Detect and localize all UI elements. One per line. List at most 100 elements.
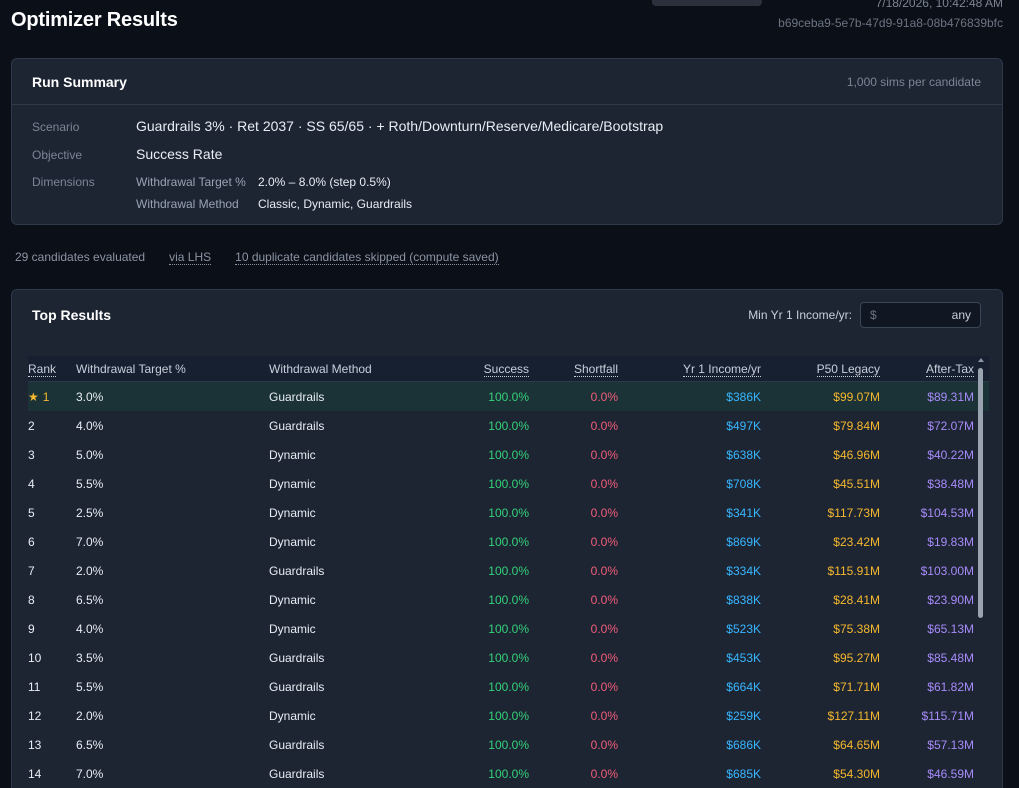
- p50-legacy-cell: $23.42M: [833, 534, 880, 549]
- run-summary-header: Run Summary 1,000 sims per candidate: [12, 59, 1002, 105]
- rank-value: 1: [42, 389, 50, 404]
- success-cell: 100.0%: [488, 737, 529, 752]
- top-results-title: Top Results: [32, 307, 112, 323]
- withdrawal-target-cell: 3.5%: [76, 650, 104, 665]
- yr1-income-cell: $638K: [726, 447, 761, 462]
- withdrawal-method-cell: Dynamic: [269, 505, 316, 520]
- p50-legacy-cell: $79.84M: [833, 418, 880, 433]
- min-income-input-box[interactable]: $: [860, 302, 981, 328]
- success-cell: 100.0%: [488, 766, 529, 781]
- withdrawal-method-cell: Dynamic: [269, 476, 316, 491]
- top-results-card: Top Results Min Yr 1 Income/yr: $ Rank W…: [11, 289, 1003, 788]
- table-row[interactable]: 14 7.0% Guardrails 100.0% 0.0% $685K $54.30M $4…: [28, 759, 989, 788]
- rank-cell: 2: [28, 418, 35, 433]
- shortfall-cell: 0.0%: [590, 389, 618, 404]
- table-row[interactable]: 13 6.5% Guardrails 100.0% 0.0% $686K $64.65M $5…: [28, 730, 989, 759]
- after-tax-cell: $103.00M: [920, 563, 974, 578]
- shortfall-cell: 0.0%: [590, 708, 618, 723]
- table-row[interactable]: 7 2.0% Guardrails 100.0% 0.0% $334K $115.91M $1…: [28, 556, 989, 585]
- after-tax-cell: $104.53M: [920, 505, 974, 520]
- shortfall-cell: 0.0%: [590, 592, 618, 607]
- yr1-income-cell: $664K: [726, 679, 761, 694]
- shortfall-cell: 0.0%: [590, 679, 618, 694]
- withdrawal-target-cell: 3.0%: [76, 389, 104, 404]
- table-row[interactable]: 6 7.0% Dynamic 100.0% 0.0% $869K $23.42M $19.83…: [28, 527, 989, 556]
- after-tax-cell: $65.13M: [927, 621, 974, 636]
- success-cell: 100.0%: [488, 418, 529, 433]
- table-row[interactable]: 3 5.0% Dynamic 100.0% 0.0% $638K $46.96M $40.22…: [28, 440, 989, 469]
- success-cell: 100.0%: [488, 447, 529, 462]
- success-cell: 100.0%: [488, 563, 529, 578]
- column-rank[interactable]: Rank: [28, 361, 57, 377]
- column-success[interactable]: Success: [483, 361, 529, 377]
- column-yr1-income[interactable]: Yr 1 Income/yr: [682, 361, 761, 377]
- withdrawal-method-cell: Guardrails: [269, 766, 325, 781]
- withdrawal-method-cell: Dynamic: [269, 592, 316, 607]
- objective-row: Objective Success Rate: [32, 146, 222, 162]
- duplicates-skipped-link[interactable]: 10 duplicate candidates skipped (compute…: [235, 250, 499, 265]
- withdrawal-method-cell: Guardrails: [269, 679, 325, 694]
- after-tax-cell: $115.71M: [921, 708, 974, 723]
- dimensions-row: Dimensions Withdrawal Target % 2.0% – 8.…: [32, 175, 412, 219]
- rank-cell: 13: [28, 737, 42, 752]
- column-after-tax[interactable]: After-Tax: [925, 361, 974, 377]
- top-action-button[interactable]: [652, 0, 762, 6]
- scenario-label: Scenario: [32, 120, 80, 134]
- success-cell: 100.0%: [488, 534, 529, 549]
- withdrawal-target-cell: 5.5%: [76, 679, 104, 694]
- withdrawal-target-cell: 5.0%: [76, 447, 104, 462]
- column-shortfall[interactable]: Shortfall: [573, 361, 618, 377]
- rank-cell: 6: [28, 534, 35, 549]
- table-scrollbar[interactable]: [978, 356, 984, 626]
- after-tax-cell: $40.22M: [927, 447, 974, 462]
- rank-cell: 8: [28, 592, 35, 607]
- withdrawal-target-cell: 2.5%: [76, 505, 104, 520]
- withdrawal-method-cell: Guardrails: [269, 418, 325, 433]
- p50-legacy-cell: $95.27M: [833, 650, 880, 665]
- withdrawal-method-cell: Dynamic: [269, 447, 316, 462]
- shortfall-cell: 0.0%: [590, 505, 618, 520]
- table-header: Rank Withdrawal Target % Withdrawal Meth…: [28, 356, 989, 382]
- p50-legacy-cell: $75.38M: [833, 621, 880, 636]
- yr1-income-cell: $838K: [726, 592, 761, 607]
- p50-legacy-cell: $28.41M: [833, 592, 880, 607]
- after-tax-cell: $38.48M: [927, 476, 974, 491]
- evaluation-stats: 29 candidates evaluated via LHS 10 dupli…: [15, 250, 499, 265]
- p50-legacy-cell: $64.65M: [833, 737, 880, 752]
- table-row[interactable]: 8 6.5% Dynamic 100.0% 0.0% $838K $28.41M $23.90…: [28, 585, 989, 614]
- p50-legacy-cell: $127.11M: [827, 708, 880, 723]
- p50-legacy-cell: $45.51M: [833, 476, 880, 491]
- withdrawal-method-cell: Dynamic: [269, 708, 316, 723]
- rank-cell: 14: [28, 766, 42, 781]
- success-cell: 100.0%: [488, 592, 529, 607]
- table-row[interactable]: 11 5.5% Guardrails 100.0% 0.0% $664K $71.71M $6…: [28, 672, 989, 701]
- min-income-input[interactable]: [891, 308, 971, 322]
- sims-per-candidate: 1,000 sims per candidate: [846, 74, 981, 89]
- yr1-income-cell: $708K: [726, 476, 761, 491]
- table-row[interactable]: 5 2.5% Dynamic 100.0% 0.0% $341K $117.73M $104.…: [28, 498, 989, 527]
- p50-legacy-cell: $117.73M: [827, 505, 880, 520]
- table-row[interactable]: 12 2.0% Dynamic 100.0% 0.0% $259K $127.11M $115…: [28, 701, 989, 730]
- withdrawal-target-cell: 6.5%: [76, 592, 104, 607]
- table-row[interactable]: 10 3.5% Guardrails 100.0% 0.0% $453K $95.27M $8…: [28, 643, 989, 672]
- column-p50-legacy[interactable]: P50 Legacy: [816, 361, 880, 377]
- rank-cell: 9: [28, 621, 35, 636]
- after-tax-cell: $19.83M: [927, 534, 974, 549]
- scroll-up-arrow-icon[interactable]: [978, 358, 984, 362]
- page-title: Optimizer Results: [11, 9, 178, 31]
- scroll-thumb[interactable]: [978, 368, 983, 618]
- success-cell: 100.0%: [488, 476, 529, 491]
- table-row[interactable]: 2 4.0% Guardrails 100.0% 0.0% $497K $79.84M $72…: [28, 411, 989, 440]
- scenario-value: Guardrails 3% · Ret 2037 · SS 65/65 · + …: [136, 118, 664, 134]
- table-row[interactable]: ★ 1 3.0% Guardrails 100.0% 0.0% $386K $99.07M $8…: [28, 382, 989, 411]
- withdrawal-method-cell: Dynamic: [269, 621, 316, 636]
- withdrawal-target-cell: 5.5%: [76, 476, 104, 491]
- table-row[interactable]: 9 4.0% Dynamic 100.0% 0.0% $523K $75.38M $65.13…: [28, 614, 989, 643]
- rank-cell: 7: [28, 563, 35, 578]
- yr1-income-cell: $259K: [726, 708, 761, 723]
- p50-legacy-cell: $99.07M: [833, 389, 880, 404]
- sampling-method-link[interactable]: via LHS: [169, 250, 212, 265]
- run-timestamp: 7/18/2026, 10:42:48 AM: [875, 0, 1003, 10]
- table-row[interactable]: 4 5.5% Dynamic 100.0% 0.0% $708K $45.51M $38.48…: [28, 469, 989, 498]
- p50-legacy-cell: $46.96M: [833, 447, 880, 462]
